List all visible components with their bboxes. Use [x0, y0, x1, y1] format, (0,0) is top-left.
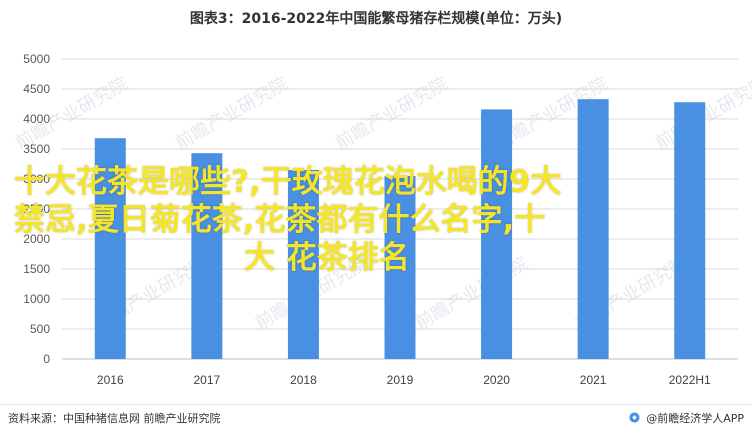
overlay-line-2: 禁忌,夏日菊花茶,花茶都有什么名字,十: [14, 202, 546, 238]
y-tick-label: 2000: [23, 232, 50, 246]
y-tick-label: 4000: [23, 112, 50, 126]
y-tick-label: 5000: [23, 52, 50, 66]
y-tick-label: 1500: [23, 262, 50, 276]
x-tick-label: 2021: [580, 373, 607, 387]
x-tick-label: 2018: [290, 373, 317, 387]
y-tick-label: 0: [43, 352, 50, 366]
y-tick-label: 4500: [23, 82, 50, 96]
y-tick-labels: 0 500 1000 1500 2000 2500 3000 3500 4000 4500 5000: [23, 52, 50, 366]
y-tick-label: 1000: [23, 292, 50, 306]
bars: [94, 99, 706, 360]
y-tick-label: 3000: [23, 172, 50, 186]
bar-2017: [191, 153, 223, 359]
watermark-text: 前瞻产业研究院: [332, 73, 452, 154]
x-tick-label: 2017: [194, 373, 221, 387]
x-tick-label: 2020: [483, 373, 510, 387]
bar-2020: [481, 109, 513, 360]
brand-label: @前瞻经济学人APP: [646, 412, 744, 425]
x-tick-label: 2016: [97, 373, 124, 387]
x-tick-label: 2022H1: [669, 373, 711, 387]
bar-2022H1: [674, 102, 706, 359]
overlay-line-3: 大 花茶排名: [244, 240, 410, 276]
bar-2018: [287, 170, 319, 359]
y-tick-label: 3500: [23, 142, 50, 156]
bar-2016: [94, 138, 126, 359]
bar-2019: [384, 176, 416, 359]
source-note: 资料来源：中国种猪信息网 前瞻产业研究院: [8, 412, 221, 425]
brand-credit: @前瞻经济学人APP: [629, 410, 744, 426]
brand-logo-icon: [629, 412, 640, 423]
watermark-text: 前瞻产业研究院: [172, 73, 292, 154]
y-tick-label: 500: [30, 322, 50, 336]
overlay-headline: 十大花茶是哪些?,干玫瑰花泡水喝的9大 禁忌,夏日菊花茶,花茶都有什么名字,十 …: [14, 163, 714, 277]
x-tick-label: 2019: [387, 373, 414, 387]
footer: 资料来源：中国种猪信息网 前瞻产业研究院 @前瞻经济学人APP: [0, 404, 752, 438]
overlay-line-1: 十大花茶是哪些?,干玫瑰花泡水喝的9大: [14, 164, 562, 200]
bar-2021: [577, 99, 609, 359]
y-tick-label: 2500: [23, 202, 50, 216]
chart-title: 图表3：2016-2022年中国能繁母猪存栏规模(单位：万头): [189, 11, 563, 27]
x-tick-labels: 2016 2017 2018 2019 2020 2021 2022H1: [97, 373, 711, 387]
